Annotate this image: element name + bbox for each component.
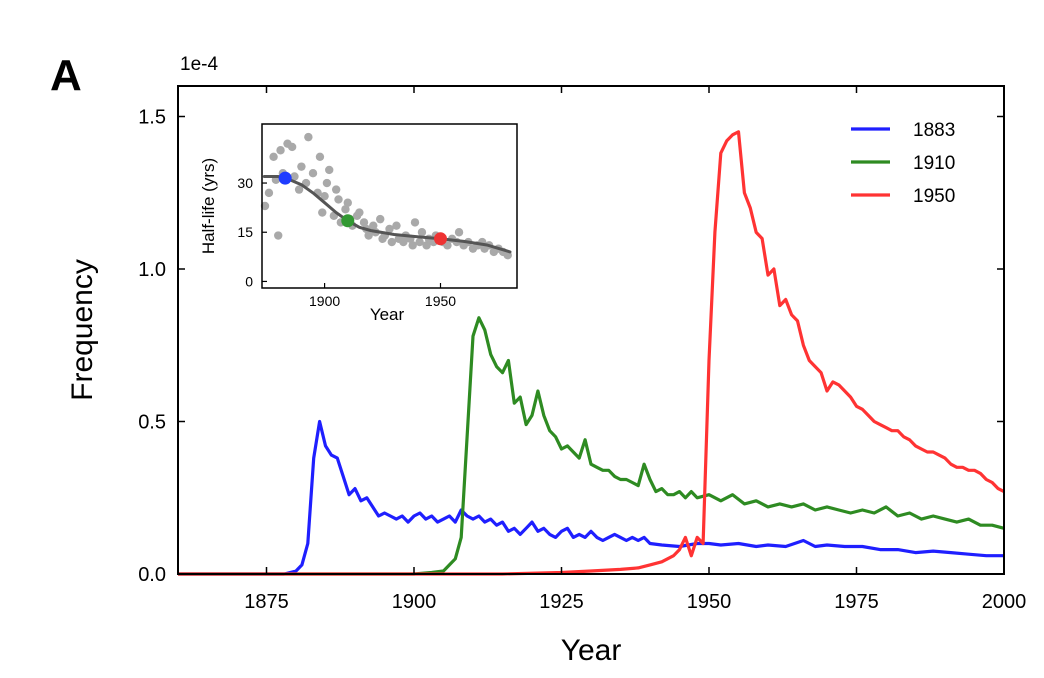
- y-axis-title: Frequency: [66, 259, 99, 401]
- x-tick-label: 1875: [244, 591, 289, 613]
- inset-y-axis-title: Half-life (yrs): [199, 158, 218, 254]
- inset-y-tick-label: 15: [237, 224, 253, 240]
- inset-data-point: [315, 152, 325, 161]
- series-line-1883: [178, 419, 1004, 576]
- inset-frame: [261, 123, 518, 289]
- inset-data-point: [318, 208, 327, 217]
- inset-data-point: [408, 241, 417, 250]
- legend-label: 1910: [913, 153, 955, 174]
- inset-data-point: [320, 191, 329, 201]
- inset-data-point: [410, 218, 420, 227]
- inset-data-point: [274, 231, 283, 240]
- inset-data-point: [304, 132, 313, 142]
- inset-background: [262, 124, 517, 288]
- inset-data-point: [454, 228, 464, 237]
- inset-ticks: 1900 1950 0 15 30: [237, 175, 456, 309]
- inset-x-axis-title: Year: [370, 305, 405, 324]
- inset-data-point: [276, 146, 285, 155]
- inset-data-point: [415, 237, 424, 247]
- inset-y-tick-label: 30: [237, 175, 253, 191]
- inset-data-point: [392, 221, 401, 230]
- inset-data-point: [422, 241, 431, 250]
- y-tick-label: 1.5: [138, 107, 166, 129]
- inset-data-point: [359, 218, 369, 227]
- inset-data-point: [294, 185, 304, 194]
- legend: 1883 1910 1950: [851, 120, 955, 207]
- inset-data-point: [376, 214, 385, 224]
- x-tick-label: 2000: [982, 591, 1027, 613]
- inset-data-point: [369, 221, 378, 230]
- inset-points-group: [260, 132, 512, 260]
- inset-data-point: [325, 165, 334, 175]
- inset-x-tick-label: 1950: [425, 293, 456, 309]
- main-plot-frame: [177, 85, 1005, 575]
- inset-data-point: [322, 178, 332, 188]
- y-tick-label: 0.0: [138, 564, 166, 586]
- inset-data-point: [331, 185, 341, 194]
- inset-data-point: [290, 172, 299, 181]
- inset-data-point: [385, 224, 394, 234]
- series-line-1910: [178, 316, 1005, 576]
- inset-data-point: [387, 237, 397, 247]
- x-tick-label: 1900: [392, 591, 437, 613]
- inset-x-tick-label: 1900: [309, 293, 340, 309]
- y-tick-label: 1.0: [138, 259, 166, 281]
- x-tick-label: 1975: [834, 591, 879, 613]
- inset-data-point: [355, 208, 364, 217]
- inset-data-point: [341, 205, 350, 214]
- inset-data-point: [417, 228, 427, 237]
- y-scale-note: 1e-4: [180, 54, 218, 75]
- inset-data-point: [308, 169, 318, 178]
- inset-data-point: [264, 188, 274, 198]
- main-series-group: [178, 130, 1005, 576]
- inset-data-point: [334, 195, 343, 204]
- x-tick-label: 1925: [539, 591, 584, 613]
- inset-data-point: [297, 162, 306, 171]
- x-axis-title: Year: [561, 634, 622, 667]
- inset-data-point: [269, 152, 278, 161]
- inset-highlight-point: [341, 214, 355, 228]
- inset-trend-line: [262, 175, 512, 254]
- inset-data-point: [287, 142, 297, 152]
- inset-data-point: [343, 198, 352, 207]
- inset-chart: 1900 1950 0 15 30 Year Half-life (yrs): [199, 123, 518, 324]
- main-plot: 1875 1900 1925 1950 1975 2000 0.0 0.5 1.0 1.5 1e-…: [66, 54, 1026, 667]
- series-line-1950: [178, 130, 1005, 576]
- legend-label: 1950: [913, 186, 955, 207]
- inset-data-point: [443, 241, 452, 250]
- inset-data-point: [364, 231, 373, 240]
- main-ticks: 1875 1900 1925 1950 1975 2000 0.0 0.5 1.0 1.5: [138, 86, 1026, 613]
- legend-label: 1883: [913, 120, 955, 141]
- inset-data-point: [260, 201, 270, 211]
- panel-label: A: [50, 51, 82, 100]
- y-tick-label: 0.5: [138, 412, 166, 434]
- inset-data-point: [399, 237, 408, 247]
- inset-highlight-point: [278, 171, 292, 185]
- x-tick-label: 1950: [687, 591, 732, 613]
- inset-y-tick-label: 0: [245, 273, 253, 289]
- inset-highlight-point: [434, 232, 447, 246]
